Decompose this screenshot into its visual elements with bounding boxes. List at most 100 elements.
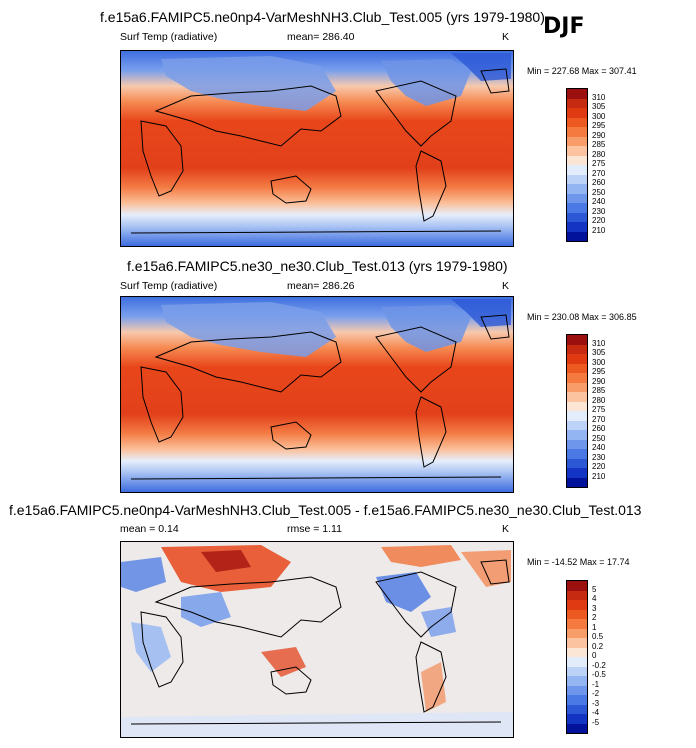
colorbar-segment: [567, 117, 587, 127]
colorbar-segment: [567, 666, 587, 676]
colorbar-segment: [567, 411, 587, 421]
colorbar-tick-label: 295: [592, 367, 606, 376]
panel-2-map: [120, 296, 514, 493]
colorbar-segment: [567, 420, 587, 430]
colorbar-segment: [567, 704, 587, 714]
panel-3-rmse: rmse = 1.11: [287, 523, 342, 535]
colorbar-segment: [567, 430, 587, 440]
colorbar-tick-label: 280: [592, 149, 606, 159]
colorbar-segment: [567, 600, 587, 610]
panel-2-units: K: [502, 280, 510, 292]
colorbar-segment: [567, 203, 587, 213]
panel-1-title: f.e15a6.FAMIPC5.ne0np4-VarMeshNH3.Club_T…: [100, 9, 545, 25]
colorbar-tick-label: 4: [592, 594, 597, 603]
colorbar-segment: [567, 363, 587, 373]
colorbar-segment: [567, 231, 587, 241]
colorbar-tick-label: 0.5: [592, 632, 604, 641]
colorbar-segment: [567, 136, 587, 146]
colorbar-segment: [567, 184, 587, 194]
colorbar-segment: [567, 657, 587, 667]
colorbar-segment: [567, 647, 587, 657]
colorbar-tick-label: -4: [592, 708, 600, 717]
colorbar-tick-label: 310: [592, 338, 606, 348]
season-label: DJF: [543, 14, 585, 39]
panel-3-units: K: [502, 523, 510, 535]
colorbar-tick-label: 2: [592, 613, 597, 622]
panel-3-minmax: Min = -14.52 Max = 17.74: [527, 557, 630, 567]
panel-2-colorbar: [566, 334, 588, 488]
panel-2-title: f.e15a6.FAMIPC5.ne30_ne30.Club_Test.013 …: [127, 258, 508, 274]
colorbar-tick-label: 230: [592, 452, 606, 462]
panel-1-units: K: [502, 31, 510, 43]
colorbar-tick-label: -1: [592, 679, 600, 689]
panel-3-mean: mean = 0.14: [120, 523, 179, 535]
colorbar-tick-label: 285: [592, 140, 606, 149]
panel-2-mean: mean= 286.26: [287, 280, 355, 292]
colorbar-segment: [567, 373, 587, 383]
colorbar-tick-label: 300: [592, 111, 606, 121]
colorbar-tick-label: 240: [592, 443, 606, 452]
colorbar-tick-label: 300: [592, 357, 606, 367]
colorbar-tick-label: 3: [592, 603, 597, 613]
panel-3-title: f.e15a6.FAMIPC5.ne0np4-VarMeshNH3.Club_T…: [9, 502, 642, 518]
colorbar-segment: [567, 609, 587, 619]
colorbar-tick-label: 240: [592, 197, 606, 206]
colorbar-tick-label: -5: [592, 717, 600, 727]
panel-1-colorbar: [566, 88, 588, 242]
colorbar-segment: [567, 127, 587, 137]
panel-3-map: [120, 541, 514, 738]
colorbar-segment: [567, 714, 587, 724]
colorbar-segment: [567, 335, 587, 345]
colorbar-tick-label: 290: [592, 376, 606, 386]
colorbar-segment: [567, 165, 587, 175]
colorbar-segment: [567, 439, 587, 449]
panel-1-mean: mean= 286.40: [287, 31, 355, 43]
colorbar-segment: [567, 382, 587, 392]
colorbar-tick-label: -2: [592, 689, 600, 698]
colorbar-tick-label: 275: [592, 405, 606, 414]
colorbar-segment: [567, 344, 587, 354]
colorbar-segment: [567, 89, 587, 99]
colorbar-segment: [567, 155, 587, 165]
panel-3-colorbar: [566, 580, 588, 734]
colorbar-segment: [567, 222, 587, 232]
colorbar-segment: [567, 581, 587, 591]
colorbar-tick-label: 305: [592, 102, 606, 111]
colorbar-segment: [567, 458, 587, 468]
colorbar-tick-label: 250: [592, 433, 606, 443]
colorbar-segment: [567, 619, 587, 629]
panel-1-variable: Surf Temp (radiative): [120, 31, 218, 43]
colorbar-tick-label: 0.2: [592, 641, 604, 651]
colorbar-tick-label: 270: [592, 414, 606, 424]
colorbar-segment: [567, 685, 587, 695]
colorbar-tick-label: 220: [592, 216, 606, 225]
colorbar-tick-label: 260: [592, 424, 606, 433]
colorbar-tick-label: 260: [592, 178, 606, 187]
colorbar-tick-label: 280: [592, 395, 606, 405]
colorbar-tick-label: 220: [592, 462, 606, 471]
colorbar-tick-label: 295: [592, 121, 606, 130]
colorbar-segment: [567, 354, 587, 364]
colorbar-tick-label: 290: [592, 130, 606, 140]
colorbar-segment: [567, 449, 587, 459]
colorbar-tick-label: 210: [592, 471, 606, 481]
colorbar-tick-label: 5: [592, 584, 597, 594]
colorbar-segment: [567, 628, 587, 638]
panel-2-variable: Surf Temp (radiative): [120, 280, 218, 292]
colorbar-tick-label: 250: [592, 187, 606, 197]
colorbar-segment: [567, 590, 587, 600]
panel-2-minmax: Min = 230.08 Max = 306.85: [527, 312, 637, 322]
colorbar-segment: [567, 108, 587, 118]
colorbar-segment: [567, 392, 587, 402]
colorbar-segment: [567, 212, 587, 222]
colorbar-segment: [567, 174, 587, 184]
colorbar-tick-label: 285: [592, 386, 606, 395]
panel-1-minmax: Min = 227.68 Max = 307.41: [527, 66, 637, 76]
colorbar-segment: [567, 477, 587, 487]
colorbar-segment: [567, 98, 587, 108]
colorbar-segment: [567, 695, 587, 705]
colorbar-tick-label: 210: [592, 225, 606, 235]
colorbar-tick-label: -0.5: [592, 670, 606, 679]
colorbar-tick-label: -3: [592, 698, 600, 708]
colorbar-segment: [567, 146, 587, 156]
